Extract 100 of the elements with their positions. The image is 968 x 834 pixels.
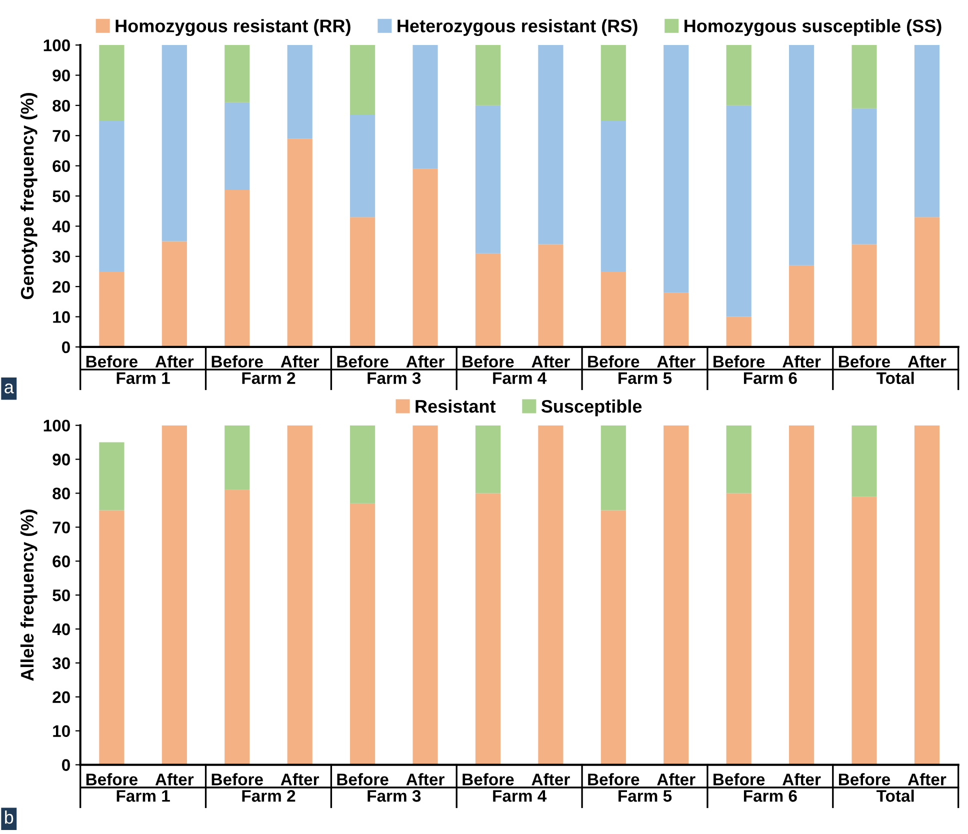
bar	[99, 442, 124, 510]
text: Farm 4	[493, 790, 547, 802]
bar	[162, 45, 187, 242]
legend-label: Homozygous susceptible (SS)	[684, 19, 942, 36]
y-tick-label: 30	[52, 657, 70, 670]
x-tick-label: Before	[212, 355, 263, 368]
text: Farm 6	[744, 790, 797, 802]
x-tick-label: Before	[838, 355, 890, 368]
bar	[538, 45, 564, 244]
bar	[664, 292, 689, 347]
bar	[600, 120, 626, 272]
x-tick-label: After	[657, 773, 696, 786]
text: Farm 5	[618, 372, 672, 384]
bar	[475, 253, 501, 347]
x-tick-label: Before	[714, 355, 765, 368]
bar	[99, 510, 124, 765]
x-tick-label: After	[782, 355, 821, 368]
bar	[99, 271, 124, 347]
bar	[287, 138, 312, 347]
x-tick-label: After	[406, 355, 444, 368]
y-tick-label: 80	[52, 488, 70, 500]
y-tick-label: 40	[52, 623, 70, 636]
bar	[412, 45, 438, 169]
bar	[788, 425, 814, 765]
x-tick-label: After	[908, 355, 946, 368]
y-tick-label: 100	[44, 420, 70, 432]
bar	[600, 425, 626, 510]
bar	[350, 425, 376, 504]
x-tick-label: Before	[714, 773, 765, 786]
bar	[726, 45, 752, 106]
x-tick-label: Before	[588, 355, 640, 368]
x-tick-label: Before	[212, 773, 263, 786]
bar	[788, 45, 814, 266]
bar	[350, 114, 376, 218]
text: Farm 2	[242, 790, 296, 802]
x-tick-label: After	[782, 773, 821, 786]
bar	[538, 244, 564, 347]
legend-label: Heterozygous resistant (RS)	[398, 19, 638, 36]
y-tick-label: 0	[62, 759, 70, 771]
bar	[852, 45, 877, 108]
text: Farm 2	[242, 372, 296, 384]
x-tick-label: Before	[462, 773, 514, 786]
y-tick-label: 10	[53, 725, 70, 738]
x-tick-label: After	[657, 355, 696, 368]
x-tick-label: After	[280, 773, 320, 786]
bar	[852, 496, 877, 765]
y-axis-title: Genotype frequency (%)	[20, 93, 38, 300]
bar	[287, 45, 312, 139]
bar	[162, 425, 187, 765]
y-tick-label: 60	[52, 160, 70, 172]
x-tick-label: After	[155, 773, 194, 786]
bar	[726, 105, 752, 317]
bar	[852, 425, 877, 497]
x-tick-label: After	[532, 773, 570, 786]
y-tick-label: 50	[52, 190, 70, 202]
bar	[475, 425, 501, 494]
bar	[600, 271, 626, 347]
legend-label: Resistant	[416, 399, 496, 413]
bar	[664, 425, 689, 765]
y-tick-label: 40	[52, 220, 70, 232]
bar	[350, 217, 376, 347]
text: Farm 6	[744, 372, 797, 384]
x-tick-label: Before	[838, 773, 890, 786]
bar	[350, 45, 376, 114]
legend-label: Homozygous resistant (RR)	[116, 19, 350, 36]
bar	[788, 265, 814, 347]
x-tick-label: Before	[337, 355, 388, 368]
x-tick-label: Before	[462, 355, 514, 368]
bar	[914, 425, 940, 765]
x-tick-label: After	[532, 355, 570, 368]
y-tick-label: 60	[52, 556, 70, 568]
bar	[224, 425, 250, 490]
text: Farm 5	[618, 790, 672, 802]
text: b	[5, 810, 14, 824]
x-tick-label: After	[280, 355, 320, 368]
y-tick-label: 70	[52, 130, 70, 142]
y-tick-label: 70	[52, 522, 70, 534]
bar	[538, 425, 564, 765]
x-tick-label: Before	[86, 773, 138, 786]
x-tick-label: Before	[337, 773, 388, 786]
text: Farm 3	[368, 790, 421, 802]
bar	[475, 105, 501, 254]
x-tick-label: After	[908, 773, 946, 786]
y-tick-label: 80	[52, 100, 70, 112]
text: Total	[876, 790, 914, 802]
text: Farm 3	[368, 372, 421, 384]
text: Farm 1	[116, 372, 170, 384]
bar	[99, 120, 124, 272]
bar	[914, 45, 940, 218]
y-tick-label: 90	[52, 70, 70, 82]
x-tick-label: After	[155, 355, 194, 368]
x-tick-label: Before	[588, 773, 640, 786]
text: Total	[876, 372, 914, 384]
x-tick-label: After	[406, 773, 444, 786]
text: Farm 1	[116, 790, 170, 802]
bar	[475, 45, 501, 106]
bar	[412, 425, 438, 765]
bar	[914, 217, 940, 347]
bar	[350, 503, 376, 765]
y-tick-label: 0	[62, 341, 70, 354]
